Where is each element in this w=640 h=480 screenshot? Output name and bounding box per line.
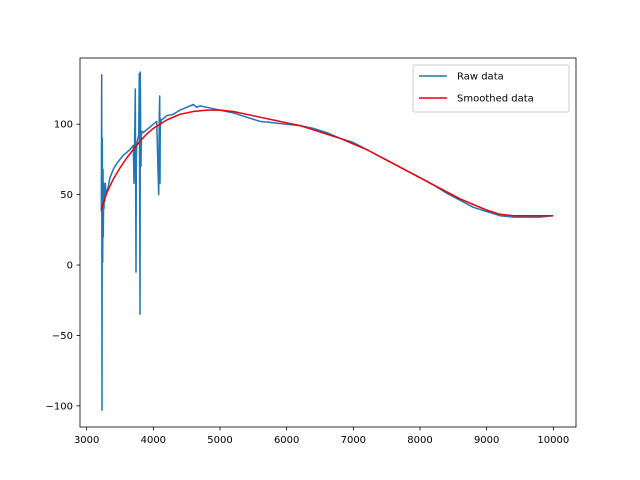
y-tick-label: 100	[54, 120, 73, 131]
legend-label-1: Smoothed data	[457, 94, 534, 105]
legend: Raw data Smoothed data	[412, 64, 570, 113]
x-axis: 3000 4000 5000 6000 7000 8000 9000 10000	[74, 427, 569, 446]
x-tick-label: 4000	[141, 435, 166, 446]
series-line-1	[100, 109, 554, 217]
y-tick-label: −50	[52, 331, 73, 342]
y-tick-label: −100	[46, 401, 73, 412]
legend-box	[412, 64, 570, 113]
x-tick-label: 7000	[341, 435, 366, 446]
x-tick-label: 3000	[74, 435, 99, 446]
y-axis: −100 −50 0 50 100	[46, 120, 80, 412]
x-tick-label: 10000	[537, 435, 569, 446]
x-tick-label: 9000	[474, 435, 499, 446]
x-tick-label: 6000	[274, 435, 299, 446]
series-layer	[100, 71, 554, 411]
y-tick-label: 0	[67, 261, 73, 272]
x-tick-label: 8000	[407, 435, 432, 446]
x-tick-label: 5000	[207, 435, 232, 446]
legend-label-0: Raw data	[457, 72, 504, 83]
y-tick-label: 50	[60, 190, 73, 201]
plot-frame	[79, 57, 577, 428]
